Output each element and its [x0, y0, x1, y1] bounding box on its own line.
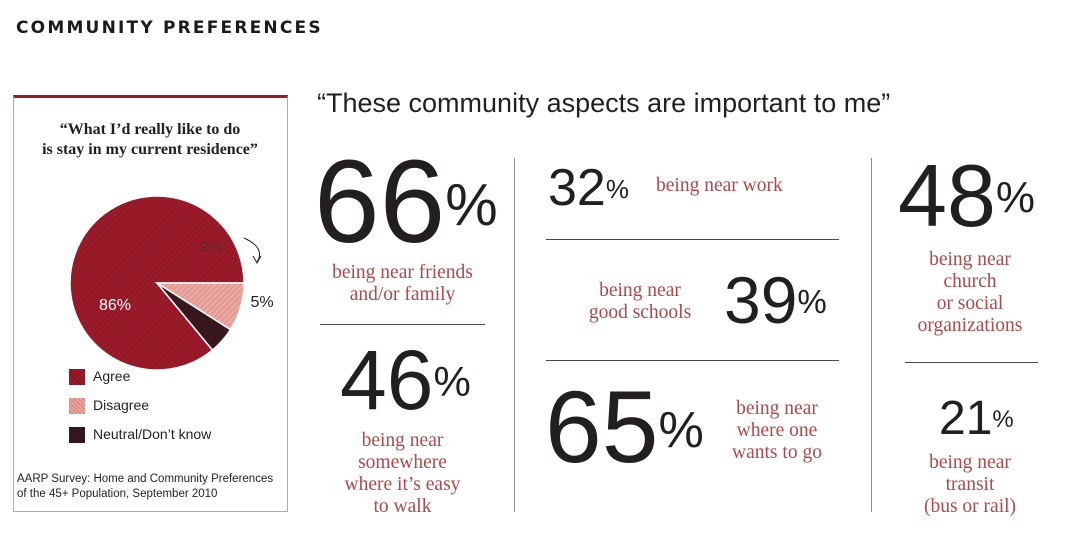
row-divider-col2-b — [546, 360, 839, 361]
column-divider-2 — [871, 158, 872, 512]
pie-title-line2: is stay in my current residence” — [42, 141, 258, 158]
pie-chart: 86% 9% 5% — [69, 195, 274, 371]
stat-66-value: 66% — [314, 136, 498, 268]
pie-label-disagree: 9% — [199, 239, 222, 256]
stat-21-value: 21% — [939, 392, 1014, 445]
stat-39-value: 39% — [724, 263, 827, 337]
stat-48-value: 48% — [898, 146, 1036, 245]
source-line1: AARP Survey: Home and Community Preferen… — [17, 473, 274, 485]
legend-swatch-agree — [69, 369, 85, 385]
row-divider-col3 — [905, 362, 1038, 363]
section-quote: “These community aspects are important t… — [317, 88, 891, 118]
source-line2: of the 45+ Population, September 2010 — [17, 488, 218, 500]
stat-48-caption: being near church or social organization… — [917, 249, 1023, 336]
pie-title: “What I’d really like to do is stay in m… — [14, 120, 286, 160]
pie-panel: “What I’d really like to do is stay in m… — [13, 95, 288, 512]
stat-46-value: 46% — [340, 333, 471, 427]
row-divider-col1 — [320, 324, 485, 325]
pie-title-line1: “What I’d really like to do — [59, 121, 241, 138]
legend-swatch-disagree — [69, 398, 85, 414]
stat-32-value: 32% — [548, 159, 629, 217]
stat-66-caption: being near friends and/or family — [332, 262, 473, 305]
pie-label-neutral: 5% — [250, 294, 273, 311]
legend-label-disagree: Disagree — [93, 397, 150, 413]
page-title: COMMUNITY PREFERENCES — [16, 18, 323, 38]
legend-label-neutral: Neutral/Don’t know — [93, 426, 212, 442]
source-note: AARP Survey: Home and Community Preferen… — [17, 472, 282, 502]
pie-label-agree: 86% — [99, 297, 131, 314]
stat-39-caption: being near good schools — [588, 280, 692, 323]
legend-label-agree: Agree — [93, 368, 131, 384]
legend-swatch-neutral — [69, 427, 85, 443]
stat-21-caption: being near transit (bus or rail) — [923, 452, 1017, 517]
pie-callout-arrowhead — [252, 255, 262, 265]
stat-65-caption: being near where one wants to go — [732, 398, 822, 463]
stat-32-caption: being near work — [656, 175, 783, 196]
pie-slice-neutral — [156, 282, 232, 352]
column-divider-1 — [514, 158, 515, 512]
stat-65-value: 65% — [545, 370, 704, 484]
row-divider-col2-a — [546, 239, 839, 240]
pie-slice-agree — [69, 195, 245, 371]
stat-46-caption: being near somewhere where it’s easy to … — [344, 430, 461, 517]
pie-callout-arrow — [243, 237, 261, 263]
